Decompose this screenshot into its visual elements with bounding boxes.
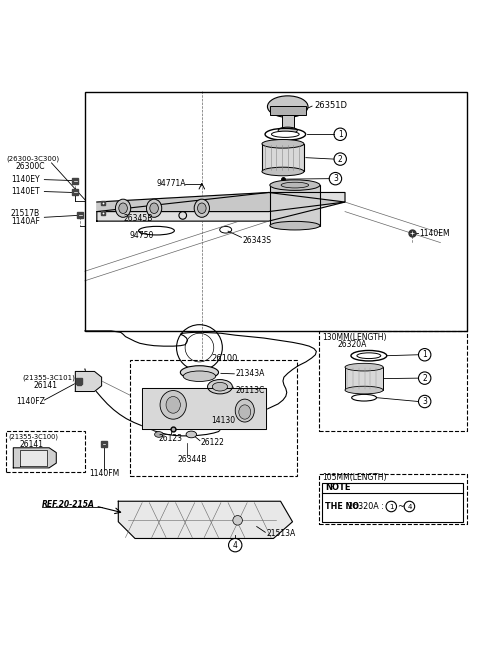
Ellipse shape bbox=[183, 371, 216, 382]
Bar bbox=[319, 331, 467, 431]
Ellipse shape bbox=[270, 221, 320, 230]
Text: NOTE: NOTE bbox=[325, 484, 350, 492]
Text: 2: 2 bbox=[422, 374, 427, 382]
Ellipse shape bbox=[194, 199, 209, 217]
Bar bbox=[281, 115, 294, 131]
Text: 26300C: 26300C bbox=[16, 162, 45, 171]
Circle shape bbox=[233, 516, 242, 525]
Text: (21355-3C100): (21355-3C100) bbox=[9, 434, 59, 440]
Bar bbox=[345, 367, 383, 390]
Ellipse shape bbox=[262, 167, 304, 176]
Text: 26113C: 26113C bbox=[235, 386, 264, 395]
Ellipse shape bbox=[119, 203, 127, 214]
Ellipse shape bbox=[239, 405, 251, 419]
Ellipse shape bbox=[155, 432, 163, 438]
Bar bbox=[6, 431, 85, 472]
Text: 94771A: 94771A bbox=[156, 179, 186, 189]
Polygon shape bbox=[13, 448, 56, 468]
Text: 26351D: 26351D bbox=[314, 101, 347, 110]
Text: 1140AF: 1140AF bbox=[11, 217, 40, 226]
Ellipse shape bbox=[212, 382, 228, 391]
Text: 26141: 26141 bbox=[34, 381, 58, 390]
Bar bbox=[262, 144, 304, 171]
Text: 21513A: 21513A bbox=[266, 529, 296, 538]
Text: 26345B: 26345B bbox=[123, 214, 153, 223]
Ellipse shape bbox=[186, 431, 197, 438]
Text: 14130: 14130 bbox=[211, 416, 236, 424]
Text: 26320A: 26320A bbox=[338, 340, 367, 350]
Ellipse shape bbox=[278, 127, 297, 134]
Polygon shape bbox=[97, 193, 345, 212]
Text: 1: 1 bbox=[389, 503, 394, 510]
Text: 1140ET: 1140ET bbox=[11, 187, 39, 196]
Text: (26300-3C300): (26300-3C300) bbox=[6, 156, 60, 162]
Text: 2: 2 bbox=[338, 154, 343, 164]
Ellipse shape bbox=[116, 199, 131, 217]
Bar bbox=[85, 92, 467, 331]
Text: 94750: 94750 bbox=[129, 231, 154, 240]
Polygon shape bbox=[21, 450, 47, 466]
Ellipse shape bbox=[166, 397, 180, 413]
Ellipse shape bbox=[345, 386, 383, 394]
Text: 1: 1 bbox=[338, 130, 343, 139]
Ellipse shape bbox=[281, 182, 309, 188]
Ellipse shape bbox=[272, 131, 299, 137]
Ellipse shape bbox=[207, 380, 232, 394]
Text: ~: ~ bbox=[397, 502, 404, 511]
Polygon shape bbox=[97, 193, 345, 221]
Text: 1140EM: 1140EM bbox=[419, 229, 450, 238]
Text: 1140EY: 1140EY bbox=[11, 175, 39, 184]
Ellipse shape bbox=[270, 180, 320, 191]
Polygon shape bbox=[75, 371, 102, 392]
Ellipse shape bbox=[198, 203, 206, 214]
Ellipse shape bbox=[150, 203, 158, 214]
Text: 26123: 26123 bbox=[159, 434, 183, 443]
Text: 3: 3 bbox=[333, 174, 338, 183]
Text: 3: 3 bbox=[422, 397, 427, 406]
Polygon shape bbox=[118, 501, 292, 539]
Text: 26141: 26141 bbox=[20, 440, 44, 449]
Text: 1140FM: 1140FM bbox=[90, 469, 120, 478]
Ellipse shape bbox=[160, 390, 186, 419]
Text: 26100: 26100 bbox=[211, 354, 238, 363]
Text: THE NO.: THE NO. bbox=[325, 502, 362, 511]
Bar bbox=[319, 474, 467, 524]
Text: 4: 4 bbox=[407, 503, 412, 510]
Polygon shape bbox=[142, 388, 266, 429]
Text: 130MM(LENGTH): 130MM(LENGTH) bbox=[322, 332, 386, 342]
Text: (21355-3C101): (21355-3C101) bbox=[23, 375, 76, 381]
Ellipse shape bbox=[262, 139, 304, 148]
Text: 26320A :: 26320A : bbox=[348, 502, 387, 511]
Text: 1: 1 bbox=[422, 350, 427, 359]
Text: 21517B: 21517B bbox=[11, 210, 40, 219]
Text: 26343S: 26343S bbox=[242, 236, 271, 244]
Bar bbox=[270, 106, 306, 115]
Ellipse shape bbox=[267, 96, 308, 118]
Text: 26344B: 26344B bbox=[178, 455, 207, 464]
Text: 4: 4 bbox=[233, 541, 238, 550]
Ellipse shape bbox=[357, 353, 381, 359]
Bar bbox=[130, 359, 297, 476]
Ellipse shape bbox=[345, 363, 383, 371]
Text: 21343A: 21343A bbox=[235, 369, 264, 378]
Text: 26122: 26122 bbox=[201, 438, 225, 447]
Text: 1140FZ: 1140FZ bbox=[16, 397, 45, 405]
Ellipse shape bbox=[146, 199, 162, 217]
Text: 105MM(LENGTH): 105MM(LENGTH) bbox=[322, 474, 386, 482]
Bar bbox=[322, 483, 463, 522]
Text: REF.20-215A: REF.20-215A bbox=[42, 499, 95, 509]
Ellipse shape bbox=[180, 366, 218, 379]
Ellipse shape bbox=[235, 399, 254, 422]
Bar bbox=[270, 185, 320, 225]
